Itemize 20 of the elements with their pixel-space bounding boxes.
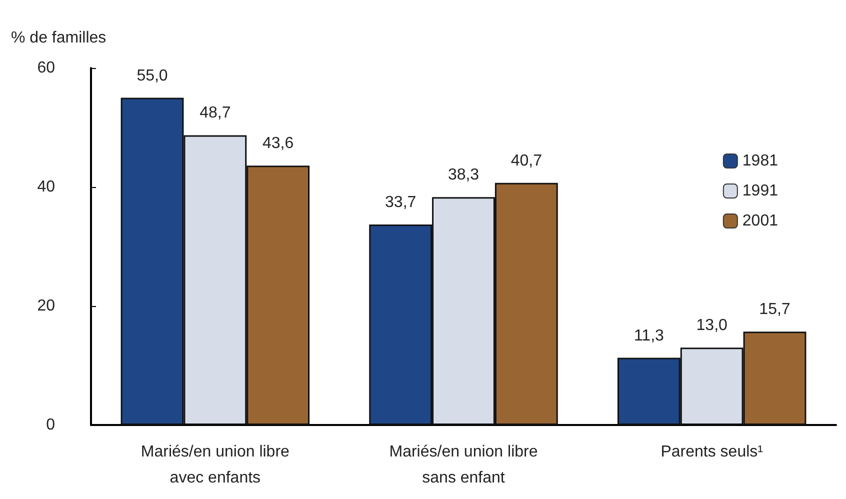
y-tick-label: 60 [37,60,56,76]
data-label: 55,0 [136,67,168,84]
legend-label: 1991 [742,182,778,200]
data-label: 48,7 [200,104,231,122]
y-tick-label: 40 [37,178,56,196]
legend-label: 2001 [742,212,778,230]
y-tick-label: 20 [37,298,56,314]
data-label: 15,7 [759,301,790,318]
data-label: 38,3 [448,166,480,184]
data-label: 40,7 [510,152,542,170]
data-label: 11,3 [634,327,664,344]
y-axis-title: % de familles [11,30,106,46]
data-label: 13,0 [696,317,728,334]
x-tick-label: Parents seuls¹ [660,444,763,460]
y-tick-label: 0 [46,416,56,434]
data-label: 33,7 [385,194,416,211]
data-label: 43,6 [262,135,294,152]
x-tick-label: Mariés/en union libre avec enfants [140,444,290,486]
legend-label: 1981 [742,152,778,170]
x-tick-label: Mariés/en union libre sans enfant [389,444,538,486]
